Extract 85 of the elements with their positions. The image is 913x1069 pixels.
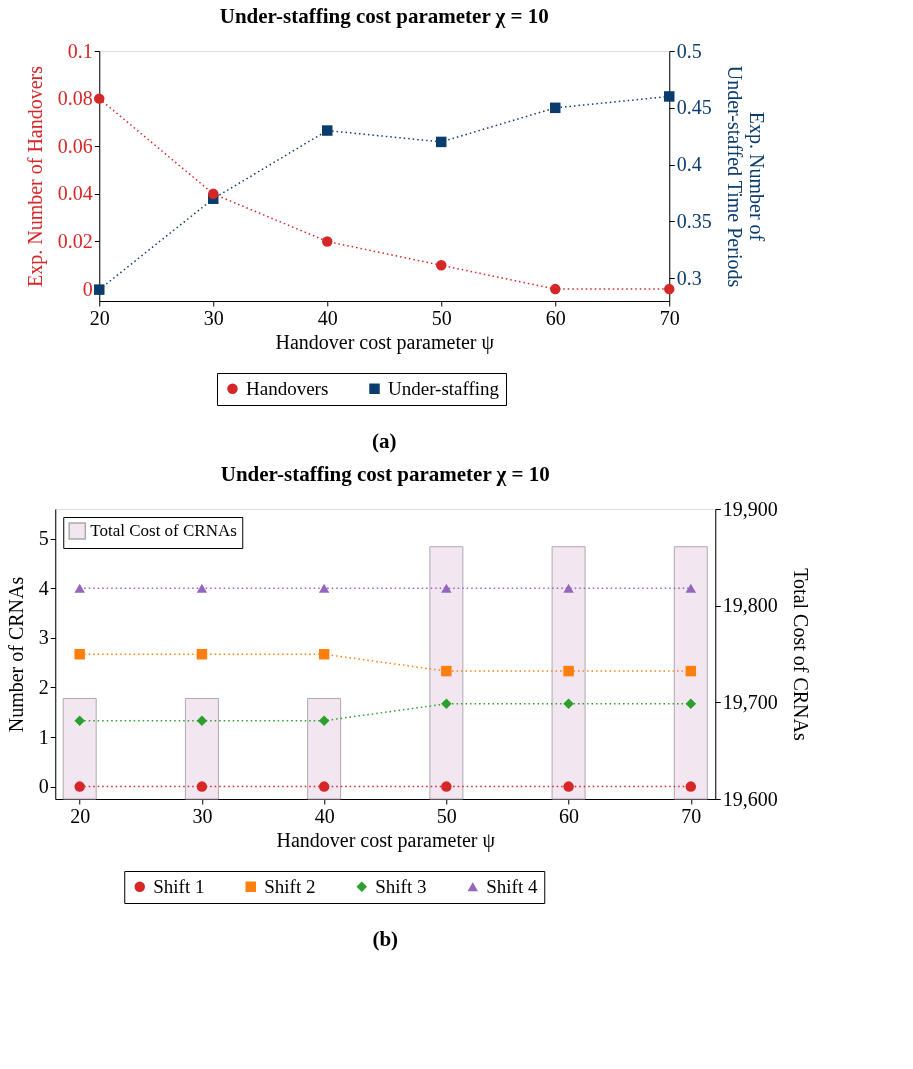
y-tick-label: 1 xyxy=(38,725,49,748)
x-tick-label: 50 xyxy=(436,804,457,827)
y2-tick-label: 0.45 xyxy=(676,96,712,119)
point xyxy=(685,781,697,792)
point xyxy=(441,781,452,792)
point xyxy=(196,649,208,660)
y-axis-title: Exp. Number of Handovers xyxy=(23,65,47,288)
y2-tick-label: 19,700 xyxy=(722,690,778,713)
point xyxy=(563,698,574,710)
y2-tick-label: 0.4 xyxy=(676,153,702,176)
y-tick-label: 5 xyxy=(38,527,49,550)
point xyxy=(436,260,447,271)
point xyxy=(664,91,675,102)
x-tick-label: 60 xyxy=(545,306,566,329)
y2-tick-label: 0.35 xyxy=(676,209,712,232)
y-tick-label: 4 xyxy=(38,576,49,599)
y-tick-label: 0.08 xyxy=(57,87,93,110)
point xyxy=(436,136,447,148)
x-tick-label: 30 xyxy=(203,306,224,329)
point xyxy=(441,665,452,677)
point xyxy=(94,284,105,295)
point xyxy=(318,781,330,792)
y-tick-label: 0 xyxy=(82,277,93,300)
text: (b) xyxy=(372,927,399,951)
x-tick-label: 50 xyxy=(431,306,452,329)
point xyxy=(322,125,333,136)
point xyxy=(550,102,561,114)
y-axis-title: Number of CRNAs xyxy=(4,576,27,733)
legend-label: Under-staffing xyxy=(388,377,500,399)
point xyxy=(196,715,208,726)
point xyxy=(441,698,452,710)
point xyxy=(74,715,85,726)
y2-tick-label: 0.5 xyxy=(676,39,702,62)
y2-tick-label: 19,900 xyxy=(722,497,778,520)
text: (a) xyxy=(372,429,397,453)
chart-title: Under-staffing cost parameter χ = 10 xyxy=(219,4,549,28)
legend-label: Shift 4 xyxy=(486,875,538,897)
point xyxy=(318,583,330,593)
y-tick-label: 2 xyxy=(38,675,49,698)
legend-label: Shift 1 xyxy=(153,875,205,897)
x-tick-label: 60 xyxy=(559,804,580,827)
y2-tick-label: 19,800 xyxy=(722,594,778,617)
point xyxy=(685,583,697,593)
y-tick-label: 0.06 xyxy=(57,134,93,157)
legend-label: Shift 3 xyxy=(375,875,427,897)
chart-title: Under-staffing cost parameter χ = 10 xyxy=(220,462,550,486)
point xyxy=(196,583,208,593)
point xyxy=(664,283,675,295)
x-tick-label: 20 xyxy=(70,804,91,827)
point xyxy=(563,583,574,593)
legend-label: Shift 2 xyxy=(264,875,316,897)
point xyxy=(550,283,561,295)
point xyxy=(74,781,85,792)
point xyxy=(685,665,697,677)
x-tick-label: 40 xyxy=(317,306,338,329)
point xyxy=(441,583,452,593)
y2-axis-title: Total Cost of CRNAs xyxy=(789,568,812,741)
x-tick-label: 70 xyxy=(659,306,680,329)
x-tick-label: 40 xyxy=(314,804,335,827)
point xyxy=(318,715,330,726)
point xyxy=(208,188,219,200)
legend-label: Total Cost of CRNAs xyxy=(90,521,237,540)
x-tick-label: 70 xyxy=(681,804,702,827)
y2-tick-label: 0.3 xyxy=(676,266,702,289)
point xyxy=(322,236,333,247)
y2-axis-title: Exp. Number of Under-staffed Time Periods xyxy=(723,65,768,288)
point xyxy=(74,649,85,660)
y-tick-label: 0.1 xyxy=(67,39,93,62)
y-tick-label: 0 xyxy=(38,775,49,798)
point xyxy=(94,93,105,104)
y-tick-label: 0.02 xyxy=(57,229,93,252)
point xyxy=(196,781,208,792)
x-tick-label: 30 xyxy=(192,804,213,827)
y-tick-label: 0.04 xyxy=(57,182,93,205)
x-tick-label: 20 xyxy=(89,306,110,329)
point xyxy=(563,665,574,677)
point xyxy=(685,698,697,710)
y-tick-label: 3 xyxy=(38,626,49,649)
y2-tick-label: 19,600 xyxy=(722,787,778,810)
point xyxy=(563,781,574,792)
point xyxy=(318,649,330,660)
x-axis-title: Handover cost parameter ψ xyxy=(275,330,495,354)
point xyxy=(74,583,85,593)
x-axis-title: Handover cost parameter ψ xyxy=(276,828,496,852)
legend-label: Handovers xyxy=(246,377,329,399)
